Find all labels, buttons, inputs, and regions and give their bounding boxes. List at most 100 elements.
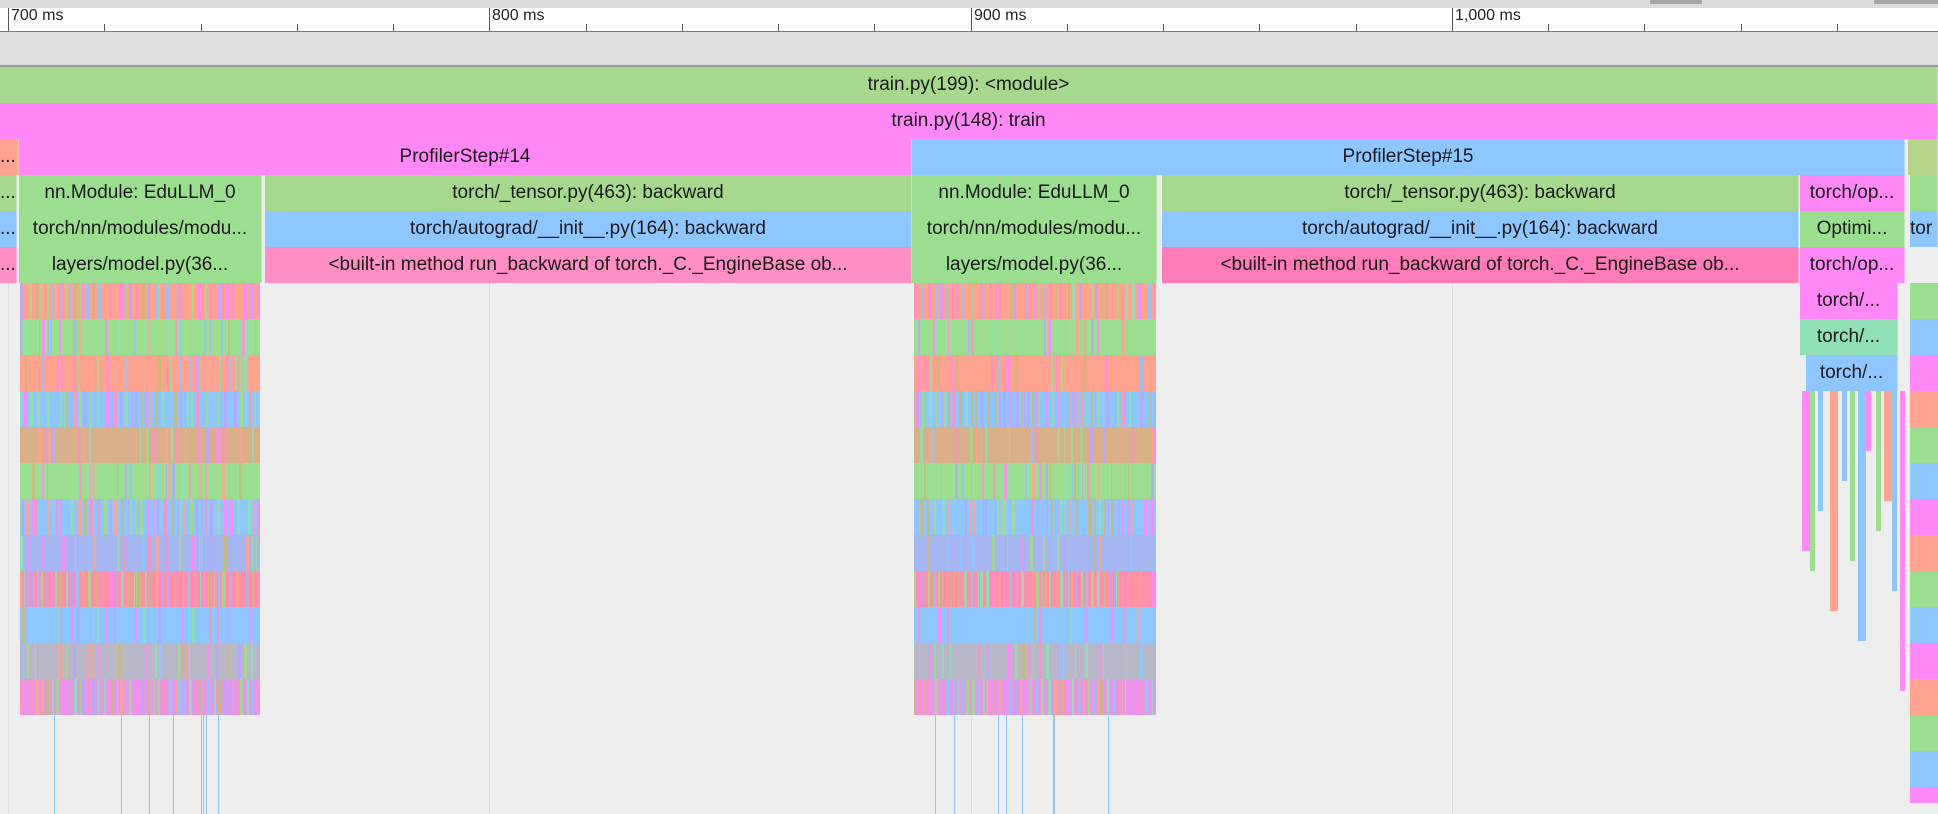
flame-slice-strip[interactable] <box>970 499 971 535</box>
flame-slice-strip[interactable] <box>1067 319 1069 355</box>
flame-slice-strip[interactable] <box>189 319 190 355</box>
slice-step-prev[interactable]: ... <box>0 139 19 175</box>
flame-slice-strip[interactable] <box>1044 355 1046 391</box>
flame-slice-strip[interactable] <box>29 607 30 643</box>
flame-slice-strip[interactable] <box>78 499 81 535</box>
flame-slice-strip[interactable] <box>1111 355 1112 391</box>
slice-optimizer[interactable]: Optimi... <box>1800 211 1905 247</box>
flame-slice-strip[interactable] <box>222 571 225 607</box>
flame-slice-strip[interactable] <box>244 283 247 319</box>
slice-layers-model[interactable]: layers/model.py(36... <box>19 247 262 283</box>
flame-slice-strip[interactable] <box>211 391 214 427</box>
flame-slice-strip[interactable] <box>1057 643 1059 679</box>
flame-slice-strip[interactable] <box>987 391 990 427</box>
flame-slice-strip[interactable] <box>1103 391 1104 427</box>
flame-slice-strip[interactable] <box>1063 535 1066 571</box>
flame-slice-strip[interactable] <box>45 283 46 319</box>
flame-slice-strip[interactable] <box>121 571 124 607</box>
flame-slice-strip[interactable] <box>1150 499 1153 535</box>
flame-slice-strip[interactable] <box>158 283 160 319</box>
flame-slice-strip[interactable] <box>978 643 980 679</box>
flame-slice-strip[interactable] <box>65 499 68 535</box>
flame-slice-strip[interactable] <box>236 679 238 715</box>
flame-slice-strip[interactable] <box>981 391 984 427</box>
flame-slice-strip[interactable] <box>1111 499 1114 535</box>
flame-slice-strip[interactable] <box>57 283 58 319</box>
flame-slice-strip[interactable] <box>64 391 65 427</box>
flame-slice-strip[interactable] <box>75 535 76 571</box>
flame-slice-strip[interactable] <box>1105 283 1108 319</box>
flame-slice-strip[interactable] <box>240 355 241 391</box>
flame-slice-strip[interactable] <box>185 391 186 427</box>
flame-optimizer-stack[interactable] <box>1830 391 1838 611</box>
flame-slice-strip[interactable] <box>184 283 186 319</box>
flame-slice-strip[interactable] <box>914 571 916 607</box>
flame-slice-strip[interactable] <box>71 607 74 643</box>
flame-slice-strip[interactable] <box>942 571 944 607</box>
flame-slice-strip[interactable] <box>1129 391 1131 427</box>
flame-slice-strip[interactable] <box>997 355 999 391</box>
flame-slice-strip[interactable] <box>126 355 127 391</box>
flame-slice-strip[interactable] <box>1035 427 1038 463</box>
flame-right-edge-stack[interactable] <box>1910 283 1938 803</box>
flame-slice-strip[interactable] <box>1061 355 1063 391</box>
flame-slice-strip[interactable] <box>980 499 981 535</box>
flame-slice-strip[interactable] <box>933 679 934 715</box>
flame-slice-strip[interactable] <box>113 283 115 319</box>
flame-slice-strip[interactable] <box>922 391 925 427</box>
flame-slice-strip[interactable] <box>224 679 226 715</box>
flame-slice-strip[interactable] <box>234 391 237 427</box>
flame-slice-strip[interactable] <box>1081 391 1083 427</box>
flame-slice-strip[interactable] <box>1086 571 1088 607</box>
flame-slice-strip[interactable] <box>961 679 963 715</box>
flame-dense-row[interactable] <box>914 319 1156 355</box>
flame-slice-strip[interactable] <box>1140 571 1142 607</box>
flame-slice-strip[interactable] <box>246 391 247 427</box>
flame-slice-strip[interactable] <box>983 679 985 715</box>
flame-slice-strip[interactable] <box>1097 319 1099 355</box>
flame-slice-strip[interactable] <box>186 643 187 679</box>
flame-slice-strip[interactable] <box>117 283 118 319</box>
flame-slice-strip[interactable] <box>101 679 102 715</box>
flame-slice-strip[interactable] <box>1105 355 1108 391</box>
flame-slice-strip[interactable] <box>145 643 147 679</box>
flame-slice-strip[interactable] <box>1024 391 1025 427</box>
time-ruler[interactable]: 700 ms 800 ms 900 ms 1,000 ms <box>0 0 1938 32</box>
flame-slice-strip[interactable] <box>229 571 232 607</box>
flame-slice-strip[interactable] <box>1094 499 1096 535</box>
flame-slice-strip[interactable] <box>52 679 54 715</box>
flame-slice-strip[interactable] <box>214 679 216 715</box>
flame-slice-strip[interactable] <box>60 283 61 319</box>
flame-slice-strip[interactable] <box>1058 391 1059 427</box>
flame-slice-strip[interactable] <box>976 427 977 463</box>
flame-slice-strip[interactable] <box>1073 391 1075 427</box>
flame-slice-strip[interactable] <box>1138 283 1139 319</box>
flame-slice-strip[interactable] <box>150 391 151 427</box>
flame-slice-strip[interactable] <box>1015 355 1018 391</box>
flame-slice-strip[interactable] <box>118 643 121 679</box>
flame-slice-strip[interactable] <box>203 679 204 715</box>
flame-slice-strip[interactable] <box>106 391 109 427</box>
flame-slice-strip[interactable] <box>1053 571 1054 607</box>
flame-slice-strip[interactable] <box>1152 427 1153 463</box>
flame-slice-strip[interactable] <box>1064 679 1065 715</box>
flame-slice-strip[interactable] <box>65 283 67 319</box>
flame-slice-strip[interactable] <box>226 283 229 319</box>
flame-slice-strip[interactable] <box>105 319 108 355</box>
slice-optimizer-op[interactable]: torch/... <box>1800 319 1898 355</box>
flame-slice-strip[interactable] <box>954 571 955 607</box>
flame-slice-strip[interactable] <box>114 607 116 643</box>
flame-slice-strip[interactable] <box>1025 535 1026 571</box>
flame-slice-strip[interactable] <box>136 679 139 715</box>
flame-slice-strip[interactable] <box>1137 571 1138 607</box>
slice-profiler-step-14[interactable]: ProfilerStep#14 <box>19 139 912 175</box>
flame-slice-strip[interactable] <box>918 319 920 355</box>
flame-dense-row[interactable] <box>20 463 260 499</box>
flame-slice-strip[interactable] <box>1154 283 1155 319</box>
flame-slice-strip[interactable] <box>1039 607 1042 643</box>
flame-slice-strip[interactable] <box>44 391 45 427</box>
flame-slice-strip[interactable] <box>215 643 218 679</box>
flame-slice-strip[interactable] <box>176 427 177 463</box>
flame-slice-strip[interactable] <box>941 679 942 715</box>
flame-slice-strip[interactable] <box>1029 499 1030 535</box>
